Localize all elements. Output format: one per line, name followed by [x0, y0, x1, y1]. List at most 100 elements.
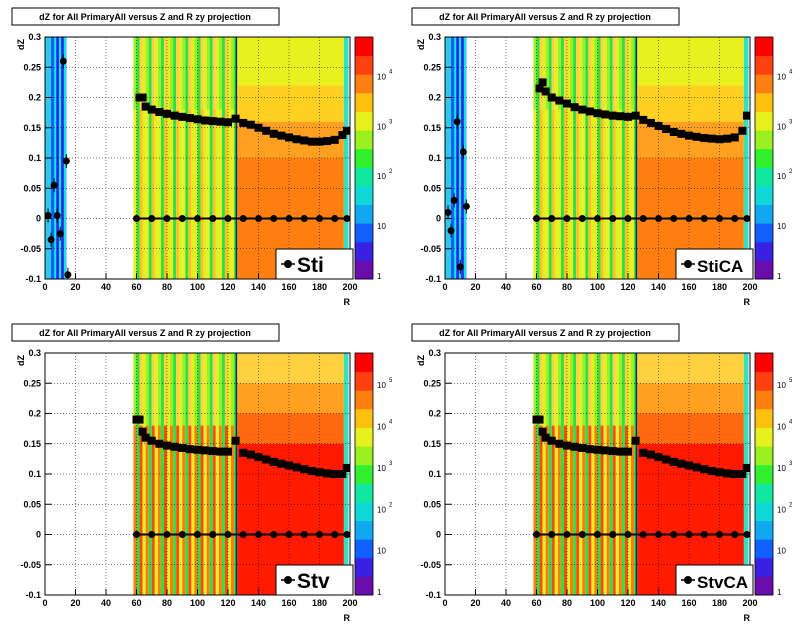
data-point: [692, 463, 701, 472]
x-axis-label: R: [744, 613, 751, 623]
colorbar-cell: [755, 204, 773, 224]
x-tick-label: 160: [281, 598, 296, 608]
data-point: [646, 450, 655, 459]
x-tick-label: 200: [342, 598, 357, 608]
heat-cell: [133, 353, 137, 426]
colorbar-cell: [755, 130, 773, 150]
y-axis-label: dZ: [16, 355, 26, 366]
heat-band: [237, 383, 344, 414]
heat-cell: [628, 37, 632, 279]
colorbar-cell: [355, 111, 373, 131]
colorbar-frame: [354, 352, 374, 596]
heat-cell: [582, 37, 586, 110]
data-point: [601, 446, 610, 455]
colorbar-label: 10: [777, 423, 786, 432]
colorbar-cell: [355, 260, 373, 280]
heat-inner: [61, 37, 64, 279]
chart-title: dZ for All PrimaryAll versus Z and R zy …: [11, 7, 280, 26]
data-point: [578, 531, 586, 538]
heat-cell: [200, 353, 204, 426]
data-point: [594, 215, 601, 222]
heat-cell: [628, 353, 632, 595]
legend-label: Sti: [297, 254, 324, 277]
data-point: [135, 415, 144, 424]
data-point: [738, 126, 747, 135]
heat-cell: [557, 37, 561, 110]
heat-cell: [588, 37, 592, 110]
heat-cell: [176, 37, 180, 110]
heat-cell: [551, 425, 555, 595]
colorbar-exponent: 4: [389, 420, 393, 426]
x-tick-label: 0: [42, 282, 47, 292]
heat-cell: [170, 425, 174, 595]
colorbar-label: 1: [377, 588, 382, 597]
heat-cell: [615, 353, 619, 595]
data-point: [239, 118, 248, 127]
data-point: [662, 124, 671, 133]
data-point: [254, 453, 263, 462]
y-tick-label: 0.25: [23, 62, 41, 72]
data-point: [231, 114, 240, 123]
heat-cell: [615, 37, 619, 279]
data-point: [541, 87, 550, 96]
heat-cell: [606, 353, 610, 426]
x-tick-label: 20: [470, 598, 480, 608]
heat-cell: [533, 37, 537, 110]
heat-cell: [163, 109, 167, 279]
y-tick-label: 0: [436, 214, 441, 224]
heat-cell: [145, 425, 149, 595]
y-tick-label: 0.3: [428, 348, 441, 358]
heat-cell: [157, 353, 161, 426]
heat-cell: [563, 425, 567, 595]
data-point: [593, 109, 602, 118]
heat-cell: [624, 109, 628, 279]
heat-cell: [563, 353, 567, 426]
heat-cell: [206, 425, 210, 595]
heat-cell: [618, 353, 622, 426]
data-point: [677, 459, 686, 468]
colorbar-label: 10: [377, 547, 386, 556]
heat-cell: [151, 353, 155, 426]
heat-cell: [218, 37, 222, 110]
x-tick-label: 200: [742, 282, 757, 292]
grid: [45, 37, 350, 279]
data-point: [170, 111, 179, 120]
data-point: [342, 463, 350, 472]
colorbar-label: 10: [777, 122, 786, 131]
heat-cell: [612, 425, 616, 595]
heat-cell: [234, 353, 238, 595]
y-tick-label: 0.15: [23, 439, 41, 449]
data-point: [742, 111, 750, 120]
heat-inner: [454, 37, 457, 279]
heat-cell: [588, 425, 592, 595]
heat-cell: [200, 109, 204, 279]
x-tick-label: 160: [681, 282, 696, 292]
heat-cell: [133, 109, 137, 279]
colorbar-cell: [355, 92, 373, 112]
data-point: [133, 215, 140, 222]
heat-cell: [176, 425, 180, 595]
heat-cell: [597, 37, 601, 279]
data-point: [185, 445, 194, 454]
data-point: [716, 531, 723, 538]
heat-cell: [170, 109, 174, 279]
heat-cell: [545, 425, 549, 595]
y-tick-label: 0.25: [423, 62, 441, 72]
y-axis-label: dZ: [416, 355, 426, 366]
data-point: [692, 132, 701, 141]
data-point: [201, 116, 210, 125]
data-point: [700, 465, 709, 474]
heat-cell: [163, 37, 167, 110]
heat-inner: [461, 37, 464, 279]
heat-cell: [228, 37, 232, 279]
heat-cell: [594, 37, 598, 110]
y-tick-label: 0.05: [423, 499, 441, 509]
x-tick-label: 40: [501, 282, 511, 292]
data-point: [585, 107, 594, 116]
heat-cell: [200, 37, 204, 110]
heat-cell: [182, 109, 186, 279]
data-point: [742, 463, 750, 472]
heat-inner: [463, 37, 466, 279]
